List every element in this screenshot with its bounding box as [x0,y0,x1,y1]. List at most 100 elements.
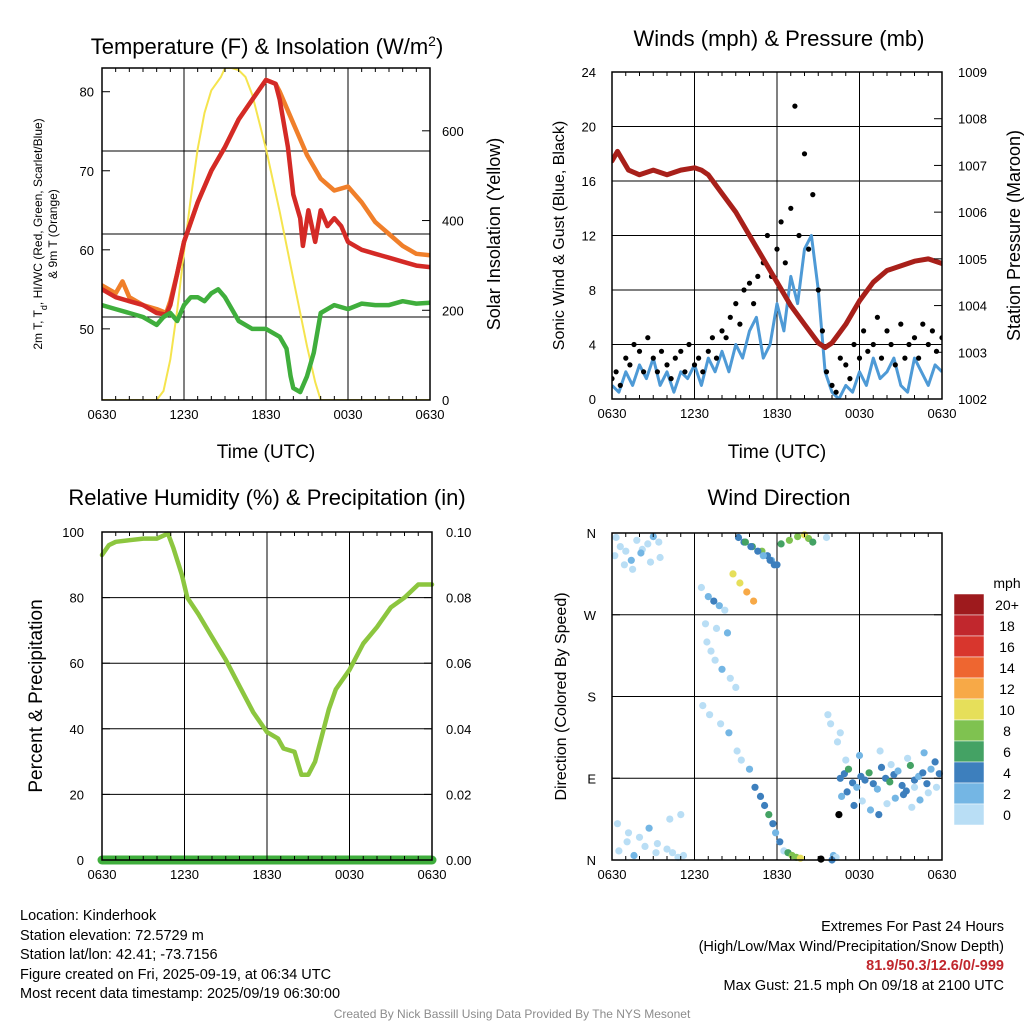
wind-chart-gust-point [746,280,753,286]
rh-chart-y2tick-label: 0.04 [446,722,471,737]
wdir-chart-point [723,629,732,637]
wdir-chart-point [833,738,842,746]
wind-chart-gust-point [916,355,922,361]
rh-chart-xtick-label: 0630 [418,867,447,882]
wind-chart-gust-point [774,246,780,252]
wdir-chart-legend-label: 14 [999,660,1015,676]
wind-chart-gust-point [682,369,688,375]
wind-chart-gust-point [645,335,651,341]
wdir-chart-point [697,583,706,592]
wdir-chart-point [754,547,762,555]
wind-chart-gust-point [829,382,835,388]
wdir-chart-legend-swatch [953,761,985,784]
rh-chart-y2tick-label: 0.02 [446,787,471,802]
wdir-chart-legend-swatch [953,614,985,637]
wind-chart-gust-point [713,355,720,361]
temp-chart-ytick-label: 50 [80,322,94,337]
wind-chart-ytick-label: 24 [582,65,596,80]
wdir-chart-point [865,769,873,777]
recent-data-timestamp: Most recent data timestamp: 2025/09/19 0… [20,986,341,1002]
temp-chart-ytick-label: 60 [80,243,94,258]
wdir-chart-legend-label: 10 [999,702,1015,718]
wind-chart-xtick-label: 0630 [598,406,627,421]
wdir-chart-point [777,540,785,548]
wind-chart-gust-point [823,369,830,375]
wdir-chart-point [741,538,750,546]
wind-chart-gust-point [920,321,926,327]
wdir-chart-legend-swatch [953,656,985,679]
wind-chart-xtick-label: 0030 [845,406,874,421]
station-location: Location: Kinderhook [20,908,157,924]
rh-chart-xtick-label: 1230 [170,867,199,882]
wdir-chart-point [725,729,733,737]
temp-chart-ytick-label: 80 [80,85,94,100]
wdir-chart-point [923,780,931,788]
wdir-chart-point [622,547,630,555]
wdir-chart-point [866,806,875,814]
wdir-chart-xtick-label: 1230 [680,867,709,882]
wdir-chart-legend-label: 16 [999,639,1015,655]
wdir-chart-point [611,552,619,560]
wdir-chart-point [751,783,759,791]
wdir-chart-point [633,536,641,544]
wind-chart-gust-point [741,287,747,293]
wdir-chart-point [644,540,652,548]
temp-chart-y2label: Solar Insolation (Yellow) [484,138,504,330]
wdir-chart-point [876,747,884,755]
wdir-chart-point [747,543,755,551]
wdir-chart-point [653,840,662,848]
wdir-chart-point [732,683,740,692]
wdir-chart-legend-swatch [953,740,985,763]
wind-chart-gust-point [815,287,821,293]
wdir-chart-point [734,533,743,542]
wind-chart-ytick-label: 12 [582,229,596,244]
wdir-chart-point [858,797,866,805]
wind-chart-gust-point [654,369,661,375]
wind-chart-gust-point [870,341,876,348]
wdir-chart-ytick-label: N [587,853,596,868]
wind-chart-gust-point [650,355,656,361]
credit-line: Created By Nick Bassill Using Data Provi… [333,1007,691,1021]
wdir-chart-point [646,558,655,566]
wind-chart-gust-point [929,328,936,334]
wind-chart-gust-point [733,301,739,307]
wind-chart-y2tick-label: 1009 [958,65,987,80]
wdir-chart-point [750,597,758,605]
wdir-chart-point [674,853,682,861]
wind-chart-title: Winds (mph) & Pressure (mb) [634,26,925,51]
extremes-title: Extremes For Past 24 Hours [821,919,1004,935]
wind-chart-series [612,103,942,399]
wdir-chart-point [652,849,660,857]
rh-chart-y2tick-label: 0.08 [446,591,471,606]
wdir-chart-point [729,570,737,578]
wind-chart-gust-point [851,341,857,348]
wdir-chart-point [886,778,894,786]
wdir-chart-point [919,769,927,777]
wdir-chart-point [718,665,726,673]
wind-chart-gust-point [874,314,881,320]
extremes-subtitle: (High/Low/Max Wind/Precipitation/Snow De… [698,938,1004,955]
wdir-chart-legend-label: 18 [999,618,1015,634]
wind-chart-gust-point [658,348,665,354]
wdir-chart-point [656,553,664,562]
rh-chart-y2tick-label: 0.10 [446,525,471,540]
wind-chart-xtick-label: 1230 [680,406,709,421]
wdir-chart-ytick-label: S [587,690,596,705]
wdir-chart-point [766,556,774,564]
wdir-chart-legend-swatch [953,635,985,658]
wind-chart-gust-point [727,314,733,320]
wdir-chart-point [615,847,623,855]
wdir-chart-point [712,624,721,633]
wdir-chart-point [883,800,891,808]
wdir-chart-point [641,842,649,851]
wdir-chart-point [736,579,744,587]
wdir-chart-point [904,754,912,762]
wind-chart-gust-point [686,341,692,348]
wdir-chart-point [794,533,802,541]
wdir-chart-point [927,765,935,773]
wdir-chart-xtick-label: 0630 [598,867,627,882]
wdir-chart-legend-label: 12 [999,681,1015,697]
wdir-chart-legend-label: 2 [1003,786,1011,802]
wdir-chart-point [894,767,902,775]
wind-chart-y2tick-label: 1008 [958,112,987,127]
